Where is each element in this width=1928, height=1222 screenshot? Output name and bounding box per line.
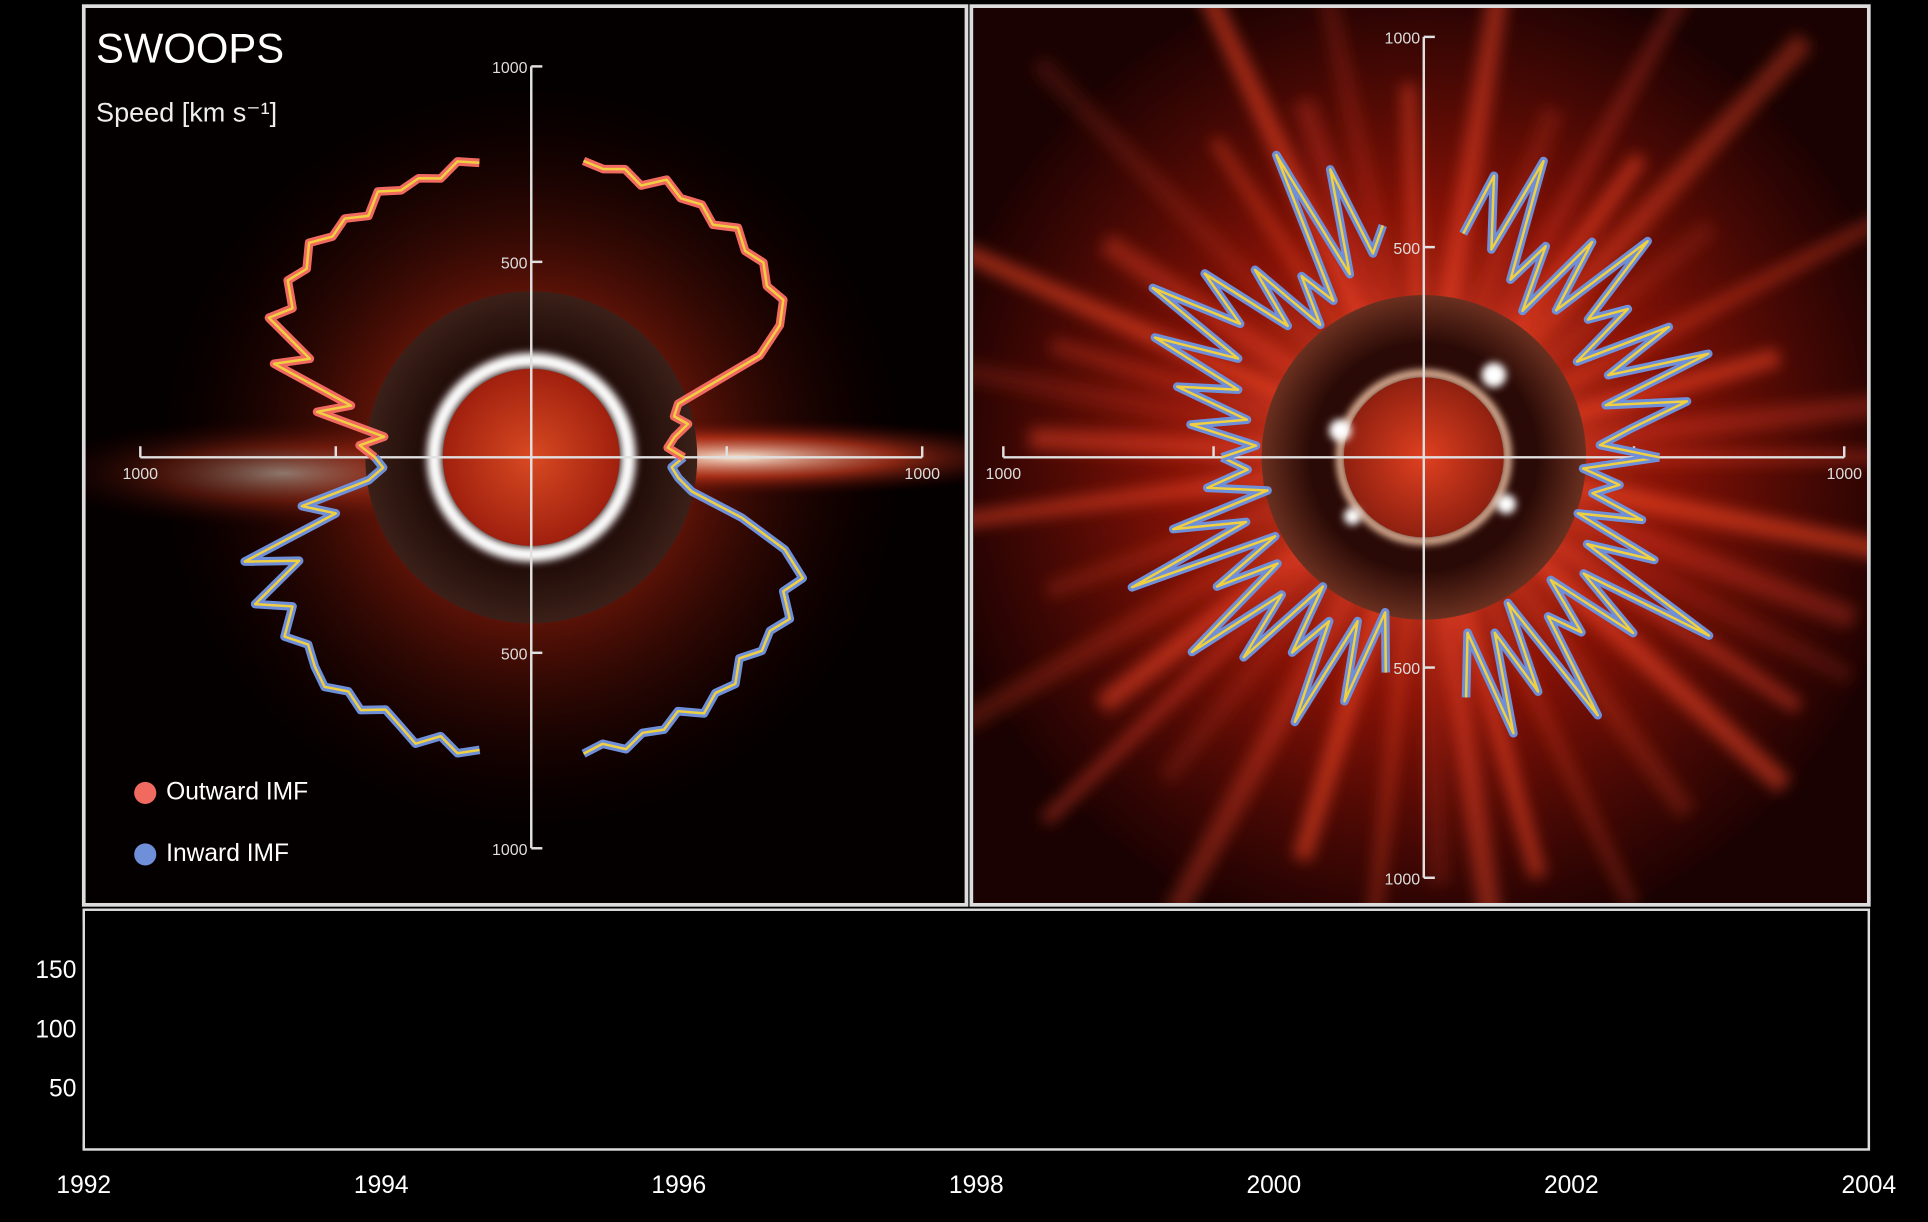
corona-left [83, 6, 967, 905]
r-tick-label: 500 [501, 256, 528, 273]
speed-trace [1151, 153, 1385, 459]
r-tick-label: 1000 [904, 466, 940, 483]
y-tick-label: 50 [49, 1076, 76, 1103]
y-tick-label: 100 [35, 1016, 76, 1043]
r-tick-label: 1000 [492, 60, 528, 77]
r-tick-label: 500 [501, 646, 528, 663]
r-tick-label: 1000 [1385, 31, 1421, 48]
r-tick-label: 1000 [123, 466, 159, 483]
speed-trace [267, 160, 480, 459]
speed-trace [243, 456, 480, 755]
r-tick-label: 1000 [492, 842, 528, 859]
chart-title: SWOOPS [96, 25, 284, 72]
legend-marker [134, 843, 157, 866]
sunspot-panel [82, 908, 1871, 1151]
legend-marker [134, 781, 157, 805]
panel-frame [81, 4, 969, 907]
x-tick-label: 1992 [56, 1172, 111, 1199]
r-tick-label: 1000 [986, 466, 1022, 483]
corona-right [973, 6, 1869, 905]
r-tick-label: 1000 [1385, 871, 1421, 888]
panel-frame [969, 4, 1871, 907]
x-tick-label: 1994 [354, 1172, 409, 1199]
x-tick-label: 1996 [651, 1172, 706, 1199]
x-tick-label: 2000 [1246, 1172, 1301, 1199]
r-tick-label: 500 [1393, 661, 1420, 678]
speed-trace [1130, 456, 1388, 724]
chart-subtitle: Speed [km s⁻¹] [96, 97, 277, 127]
legend-label: Inward IMF [166, 840, 289, 867]
speed-trace [582, 456, 804, 755]
speed-trace [583, 159, 785, 459]
legend-label: Outward IMF [166, 778, 308, 805]
y-tick-label: 150 [35, 957, 76, 984]
r-tick-label: 500 [1393, 241, 1420, 258]
x-tick-label: 2004 [1841, 1172, 1896, 1199]
x-tick-label: 2002 [1544, 1172, 1599, 1199]
r-tick-label: 1000 [1826, 466, 1862, 483]
x-tick-label: 1998 [949, 1172, 1004, 1199]
speed-trace [1464, 456, 1711, 735]
speed-trace [1462, 159, 1710, 459]
